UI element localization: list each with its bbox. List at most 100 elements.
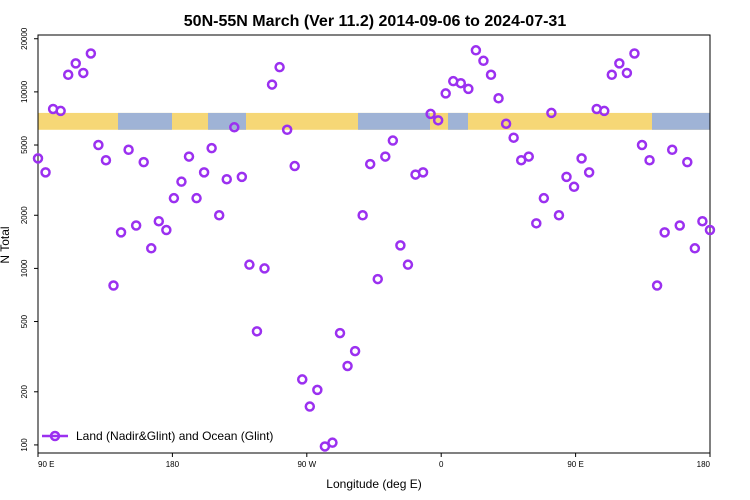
data-point <box>478 55 489 67</box>
data-point <box>70 58 81 69</box>
data-point <box>606 69 618 81</box>
data-point <box>312 384 323 396</box>
data-point <box>523 151 534 162</box>
data-point <box>666 144 678 156</box>
y-tick-label: 1000 <box>20 259 29 277</box>
y-axis: 100 200 500 1000 2000 5000 10000 20000 <box>20 27 38 452</box>
data-point <box>153 215 165 227</box>
data-point <box>123 144 134 156</box>
data-point <box>100 154 112 166</box>
data-point <box>614 58 625 69</box>
x-tick-label: 0 <box>439 460 444 469</box>
data-point <box>704 224 716 236</box>
data-point <box>289 160 300 172</box>
data-point <box>236 171 248 183</box>
x-tick-label: 180 <box>166 460 180 469</box>
x-tick-label: 90 E <box>38 460 54 469</box>
data-point <box>62 69 74 81</box>
data-point <box>78 67 89 79</box>
data-point <box>538 192 550 204</box>
data-point <box>583 167 595 178</box>
data-point <box>629 48 640 59</box>
data-point <box>674 220 685 231</box>
data-point <box>297 374 308 385</box>
data-point <box>85 48 97 59</box>
data-point <box>531 218 542 229</box>
data-point <box>229 122 240 133</box>
data-point <box>161 224 172 236</box>
data-point <box>621 67 633 79</box>
data-point <box>334 327 346 339</box>
ocean-strip <box>118 112 172 130</box>
data-point <box>32 153 44 164</box>
y-tick-label: 500 <box>20 314 29 328</box>
data-point <box>395 240 406 251</box>
ocean-strip <box>448 112 468 130</box>
data-point <box>349 345 361 357</box>
y-tick-label: 5000 <box>20 136 29 154</box>
x-axis-label: Longitude (deg E) <box>326 477 421 491</box>
data-point <box>372 273 383 285</box>
data-point <box>244 259 255 270</box>
data-point <box>425 108 436 120</box>
data-point <box>357 210 368 221</box>
data-point <box>281 124 293 136</box>
y-tick-label: 2000 <box>20 206 29 224</box>
data-point <box>213 210 225 221</box>
data-point <box>380 151 391 162</box>
data-point <box>599 105 610 117</box>
x-tick-label: 90 E <box>567 460 583 469</box>
data-point <box>183 151 195 162</box>
data-point <box>455 77 467 89</box>
data-point <box>697 215 708 227</box>
y-tick-label: 200 <box>20 385 29 399</box>
data-point <box>432 115 444 126</box>
data-point <box>402 259 414 270</box>
x-tick-label: 90 W <box>297 460 316 469</box>
data-point <box>463 83 474 95</box>
ocean-strip <box>358 112 430 130</box>
data-point <box>327 437 338 448</box>
y-tick-label: 100 <box>20 438 29 452</box>
data-point <box>651 280 663 291</box>
data-point <box>176 176 187 187</box>
data-point <box>576 153 587 164</box>
data-point <box>146 243 157 254</box>
y-tick-label: 10000 <box>20 80 29 103</box>
data-point <box>470 45 482 56</box>
chart-title: 50N-55N March (Ver 11.2) 2014-09-06 to 2… <box>184 13 567 30</box>
data-point <box>274 61 285 73</box>
data-point <box>108 280 119 291</box>
legend-marker <box>49 430 61 442</box>
data-point <box>55 105 66 117</box>
data-points <box>32 45 716 452</box>
data-point <box>198 167 210 178</box>
legend: Land (Nadir&Glint) and Ocean (Glint) <box>42 429 273 443</box>
data-point <box>561 171 572 183</box>
data-point <box>130 220 142 231</box>
ocean-strip <box>208 112 246 130</box>
data-point <box>636 139 648 151</box>
y-tick-label: 20000 <box>20 27 29 50</box>
data-point <box>659 227 670 238</box>
data-point <box>493 93 504 104</box>
data-point <box>342 360 353 372</box>
data-point <box>251 326 263 337</box>
data-point <box>485 69 497 81</box>
data-point <box>266 79 278 90</box>
data-point <box>682 156 693 168</box>
data-point <box>304 401 316 412</box>
data-point <box>138 156 149 168</box>
data-point <box>689 243 701 254</box>
x-axis: 90 E 180 90 W 0 90 E 180 <box>37 453 711 469</box>
data-point <box>206 142 217 154</box>
x-tick-label: 180 <box>697 460 711 469</box>
data-point <box>508 132 519 143</box>
data-point <box>440 88 451 99</box>
data-point <box>364 158 376 170</box>
data-point <box>40 167 51 178</box>
data-point <box>221 173 232 185</box>
data-point <box>417 167 429 178</box>
plot-frame <box>37 34 711 454</box>
